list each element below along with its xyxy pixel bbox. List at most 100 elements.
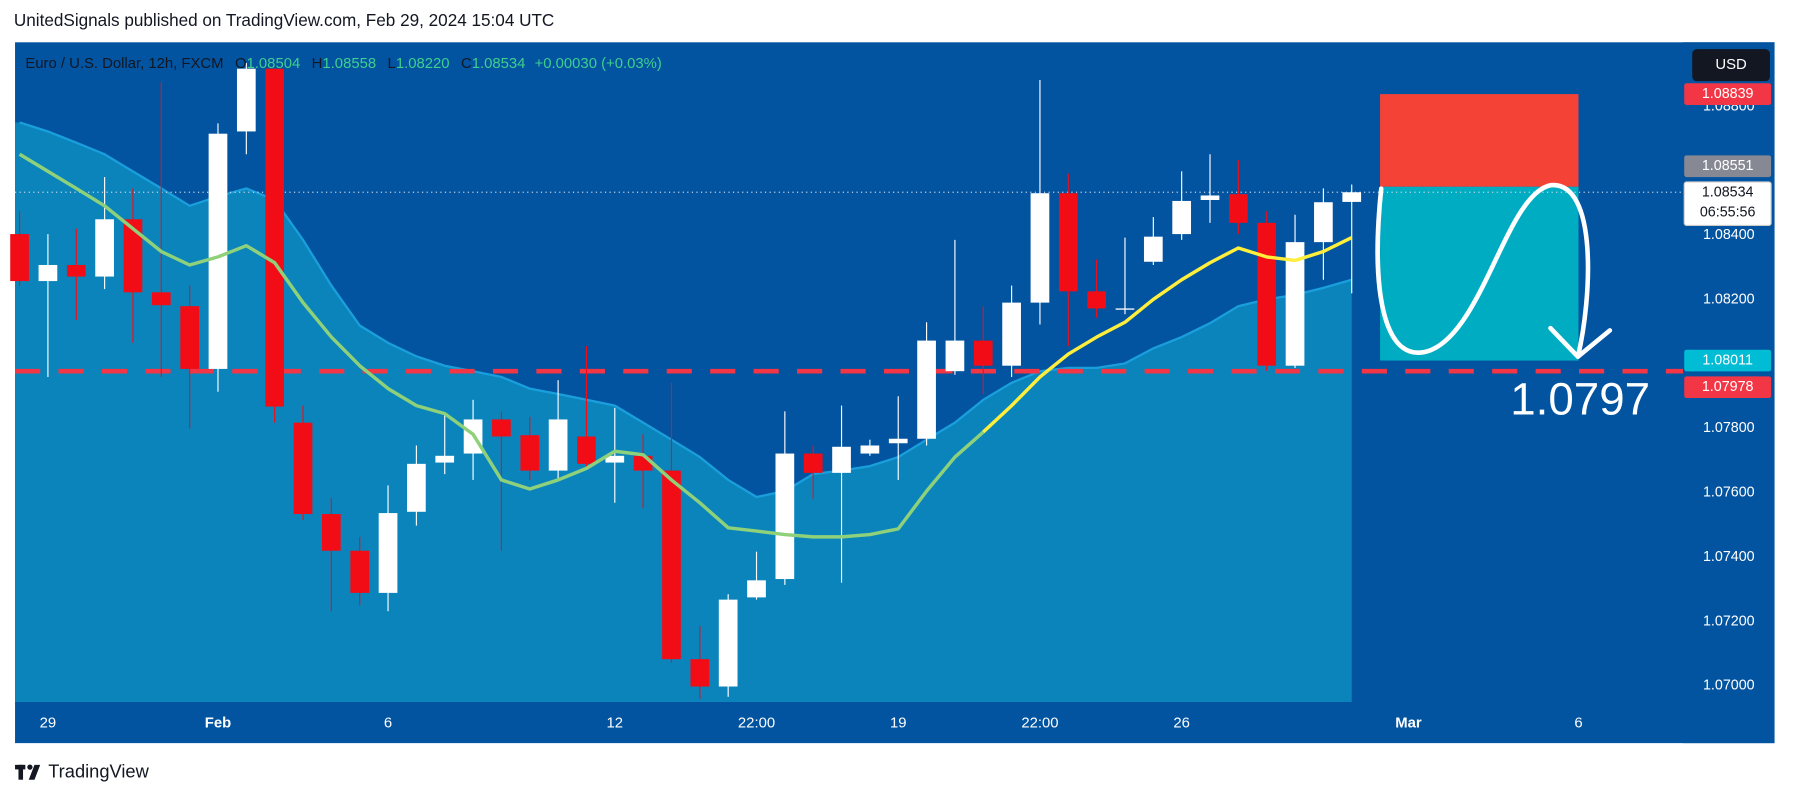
candle-body xyxy=(1172,200,1192,235)
price-label: 1.08011 xyxy=(1702,352,1753,368)
symbol-legend: Euro / U.S. Dollar, 12h, FXCM O1.08504 H 1.… xyxy=(25,56,662,72)
y-tick-label: 1.07400 xyxy=(1703,549,1755,565)
candle-body xyxy=(1002,302,1021,366)
candle-body xyxy=(435,455,455,463)
x-tick-label: Feb xyxy=(205,716,231,732)
logo-part xyxy=(27,764,33,770)
logo-part xyxy=(28,764,41,780)
target-zone xyxy=(1380,186,1579,361)
x-tick-label: 29 xyxy=(40,716,57,732)
ohlc-value: 1.08504 xyxy=(247,56,301,72)
candle-body xyxy=(123,219,143,293)
candle-body xyxy=(775,453,795,580)
y-tick-label: 1.08400 xyxy=(1703,227,1755,243)
candle-body xyxy=(662,470,681,660)
price-label: 1.08839 xyxy=(1702,86,1754,102)
x-tick-label: 6 xyxy=(1574,716,1582,732)
candle-body xyxy=(265,68,285,407)
area-fill xyxy=(15,122,1352,702)
candle-body xyxy=(1087,291,1106,309)
x-tick-label: 22:00 xyxy=(738,716,775,732)
footer-logo: TradingView xyxy=(15,761,150,782)
symbol: Euro / U.S. Dollar, 12h, FXCM xyxy=(25,56,223,72)
candle-body xyxy=(860,445,880,454)
candle-body xyxy=(66,264,86,277)
x-tick-label: 6 xyxy=(384,716,392,732)
currency-button xyxy=(1692,49,1770,82)
y-tick-label: 1.07600 xyxy=(1703,485,1755,501)
candle-body xyxy=(1030,193,1050,303)
annotation: 1.0797 xyxy=(1510,374,1650,425)
price-label: 1.07978 xyxy=(1702,379,1754,395)
price-label-box xyxy=(1684,83,1772,105)
ohlc-value: 1.08534 xyxy=(472,56,526,72)
candle-body xyxy=(973,340,993,366)
candle-body xyxy=(520,435,540,471)
ohlc-key: C xyxy=(461,56,472,72)
change: +0.00030 (+0.03%) xyxy=(535,56,662,72)
candle-body xyxy=(10,234,29,282)
price-label-box xyxy=(1684,376,1772,399)
candle-body xyxy=(832,446,851,473)
x-tick-label: 12 xyxy=(607,716,624,732)
candle-body xyxy=(38,264,58,282)
candle-body xyxy=(1058,193,1078,292)
ma-line xyxy=(18,152,985,539)
candle-body xyxy=(803,453,823,473)
candle-body xyxy=(378,513,398,593)
arrow-head xyxy=(1548,325,1613,359)
x-tick-label: 26 xyxy=(1173,716,1190,732)
candle-body xyxy=(1342,192,1362,202)
y-tick-label: 1.07800 xyxy=(1703,420,1755,436)
footer-brand: TradingView xyxy=(48,761,149,782)
drawn-arrow xyxy=(1375,182,1591,359)
ohlc-key: O xyxy=(235,56,247,72)
candle-body xyxy=(945,340,965,372)
x-tick-label: 22:00 xyxy=(1021,716,1058,732)
candle-body xyxy=(407,463,426,512)
candle-body xyxy=(1314,202,1333,243)
candle-body xyxy=(350,550,370,593)
candle-body xyxy=(1257,222,1277,366)
currency-label: USD xyxy=(1715,57,1747,73)
logo-part xyxy=(18,764,24,780)
x-tick-label: 19 xyxy=(890,716,907,732)
publish-title: UnitedSignals published on TradingView.c… xyxy=(14,10,554,30)
axes: 1.07000 1.07200 1.07400 1.07600 1.07800 1.082… xyxy=(40,49,1772,732)
candle-body xyxy=(492,419,511,437)
ohlc-value: 1.08220 xyxy=(396,56,450,72)
price-label: 1.08534 xyxy=(1702,185,1754,201)
candle-body xyxy=(605,455,625,463)
candle-body xyxy=(208,133,228,369)
candle-body xyxy=(690,659,710,687)
price-label-box xyxy=(1684,155,1772,178)
candle-body xyxy=(236,68,256,132)
candle-body xyxy=(917,340,936,439)
y-tick-label: 1.08200 xyxy=(1703,292,1755,308)
candle-body xyxy=(1229,194,1248,223)
ohlc-key: H xyxy=(312,56,323,72)
candle-body xyxy=(95,219,114,277)
candle-body xyxy=(633,455,653,471)
candle-body xyxy=(888,438,908,444)
price-label-box xyxy=(1683,181,1772,226)
candle-body xyxy=(718,599,738,687)
candle-body xyxy=(322,514,341,551)
candle-body xyxy=(151,292,171,306)
ohlc-key: L xyxy=(388,56,396,72)
price-label-box xyxy=(1684,349,1772,372)
ma-line xyxy=(982,236,1353,434)
countdown: 06:55:56 xyxy=(1700,205,1756,221)
plot-area xyxy=(10,62,1684,702)
stop-zone xyxy=(1380,94,1579,187)
x-tick-label: Mar xyxy=(1395,716,1422,732)
candle-body xyxy=(747,580,766,598)
candle-body xyxy=(1200,195,1220,200)
y-tick-label: 1.07000 xyxy=(1703,678,1755,694)
area-edge xyxy=(19,121,1353,499)
candle-body xyxy=(293,422,313,515)
